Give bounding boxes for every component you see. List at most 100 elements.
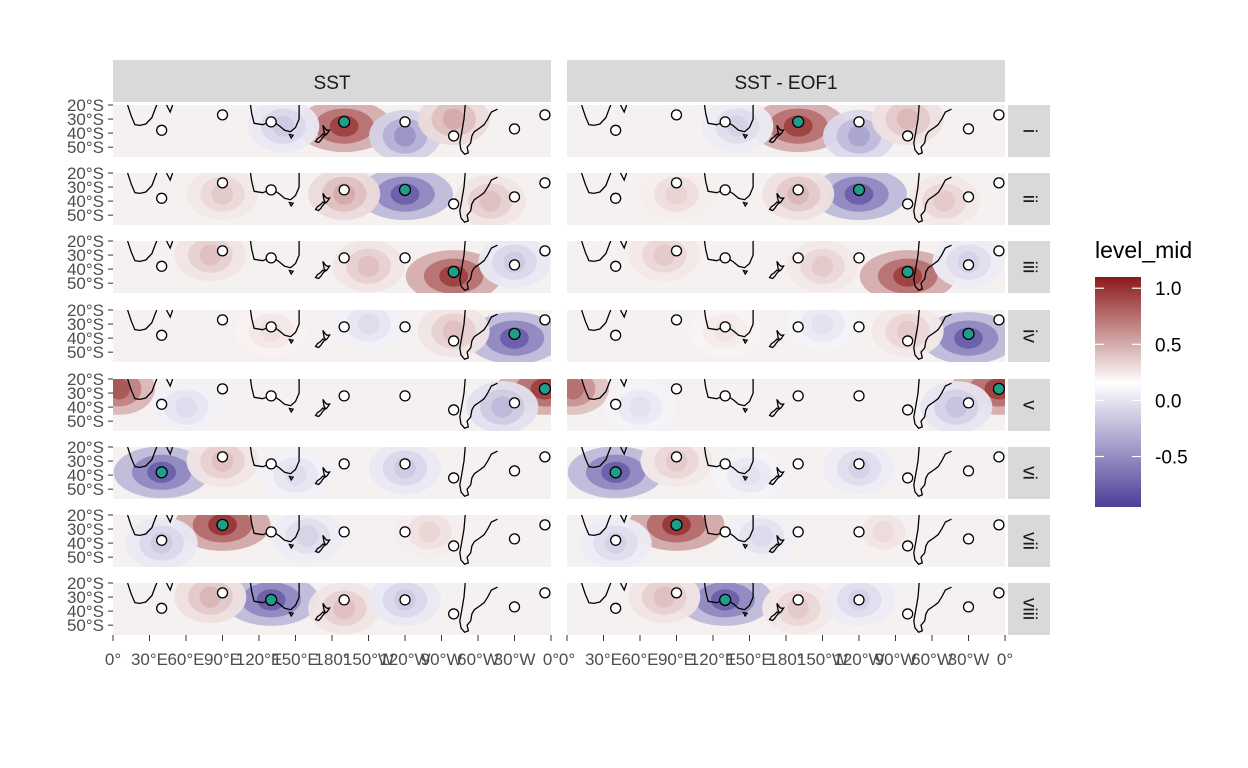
coastline-new-zealand-south [768,407,780,418]
y-tick-label: 50°S [67,138,104,157]
site-point [508,397,521,409]
anomaly-contour [357,255,380,277]
row-strip [1008,379,1050,431]
coastline-madagascar [165,447,174,456]
anomaly-contour [491,396,514,418]
site-point [508,259,521,271]
panel-iii-col2 [567,241,1005,293]
coastline-africa [126,379,158,401]
anomaly-contour [567,379,584,400]
site-point [399,594,411,606]
site-point [448,404,460,416]
coastline-australia [249,105,300,133]
coastline-madagascar [165,310,174,319]
anomaly-contour [811,255,834,277]
coastline-south-america [913,241,952,291]
site-point [902,335,914,347]
coastline-tasmania [288,543,295,550]
site-point [792,458,804,470]
coastline-new-zealand-south [768,475,780,486]
coastline-tasmania [288,611,295,618]
site-point [719,321,731,333]
anomaly-contour [199,244,222,266]
coastline-madagascar [165,105,174,114]
site-point [216,314,229,326]
y-tick-label: 50°S [67,480,104,499]
coastline-new-zealand-south [314,407,326,418]
y-tick-label: 40°S [67,534,104,553]
site-point [156,260,168,272]
site-point [962,123,975,135]
coastline-tasmania [742,611,749,618]
row-strip-label: v [1019,400,1040,410]
y-tick-label: 30°S [67,246,104,265]
site-point [670,587,683,599]
site-point [670,109,683,121]
panel-ii-col1 [113,173,551,225]
coastline-australia [703,583,754,611]
coastline-south-america [459,105,498,155]
coastline-australia [703,515,754,543]
coastline-new-zealand-south [314,475,326,486]
coastline-new-zealand-north [322,261,331,272]
site-point [399,390,411,402]
site-point [853,252,865,264]
site-point [448,540,460,552]
site-point [448,130,460,142]
x-tick-label: 60°E [167,650,204,669]
site-point [216,177,229,189]
coastline-new-zealand-south [314,201,326,212]
highlighted-point [670,518,683,531]
coastline-australia [703,105,754,133]
y-tick-label: 40°S [67,602,104,621]
site-point [853,116,865,128]
row-strip-label: viii [1019,598,1040,620]
site-point [962,601,975,613]
row-strip-label: vii [1019,532,1040,550]
x-tick-label: 0° [105,650,121,669]
panel-vii-col1 [113,515,551,567]
site-point [156,398,168,410]
panel-vii-col2 [567,515,1005,567]
site-point [719,390,731,402]
panel-vi-col2 [567,447,1005,499]
legend-tick-label: 1.0 [1155,279,1181,300]
site-point [670,383,683,395]
site-point [265,390,277,402]
site-point [902,608,914,620]
legend-title: level_mid [1095,237,1192,263]
coastline-australia [703,173,754,201]
y-tick-label: 20°S [67,370,104,389]
x-tick-label: 150°E [726,650,773,669]
coastline-madagascar [165,583,174,592]
site-point [265,321,277,333]
coastline-south-america [459,379,498,429]
coastline-south-america [913,447,952,497]
y-tick-label: 30°S [67,315,104,334]
coastline-south-america [913,173,952,223]
coastline-new-zealand-north [322,467,331,478]
x-tick-label: 60°W [911,650,953,669]
site-point [156,192,168,204]
anomaly-contour [199,586,222,608]
coastline-south-america [459,173,498,223]
x-tick-label: 90°W [875,650,917,669]
site-point [962,533,975,545]
coastline-new-zealand-south [768,611,780,622]
site-point [902,130,914,142]
site-point [508,465,521,477]
coastline-madagascar [619,173,628,182]
site-point [539,451,551,463]
coastline-new-zealand-south [314,611,326,622]
site-point [993,451,1005,463]
site-point [670,451,683,463]
x-tick-label: 0° [997,650,1013,669]
site-point [156,124,168,136]
row-strip-label: ii [1019,195,1040,203]
site-point [792,252,804,264]
site-point [792,184,804,196]
highlighted-point [508,327,521,341]
anomaly-contour [896,320,919,342]
site-point [508,601,521,613]
coastline-australia [249,583,300,611]
